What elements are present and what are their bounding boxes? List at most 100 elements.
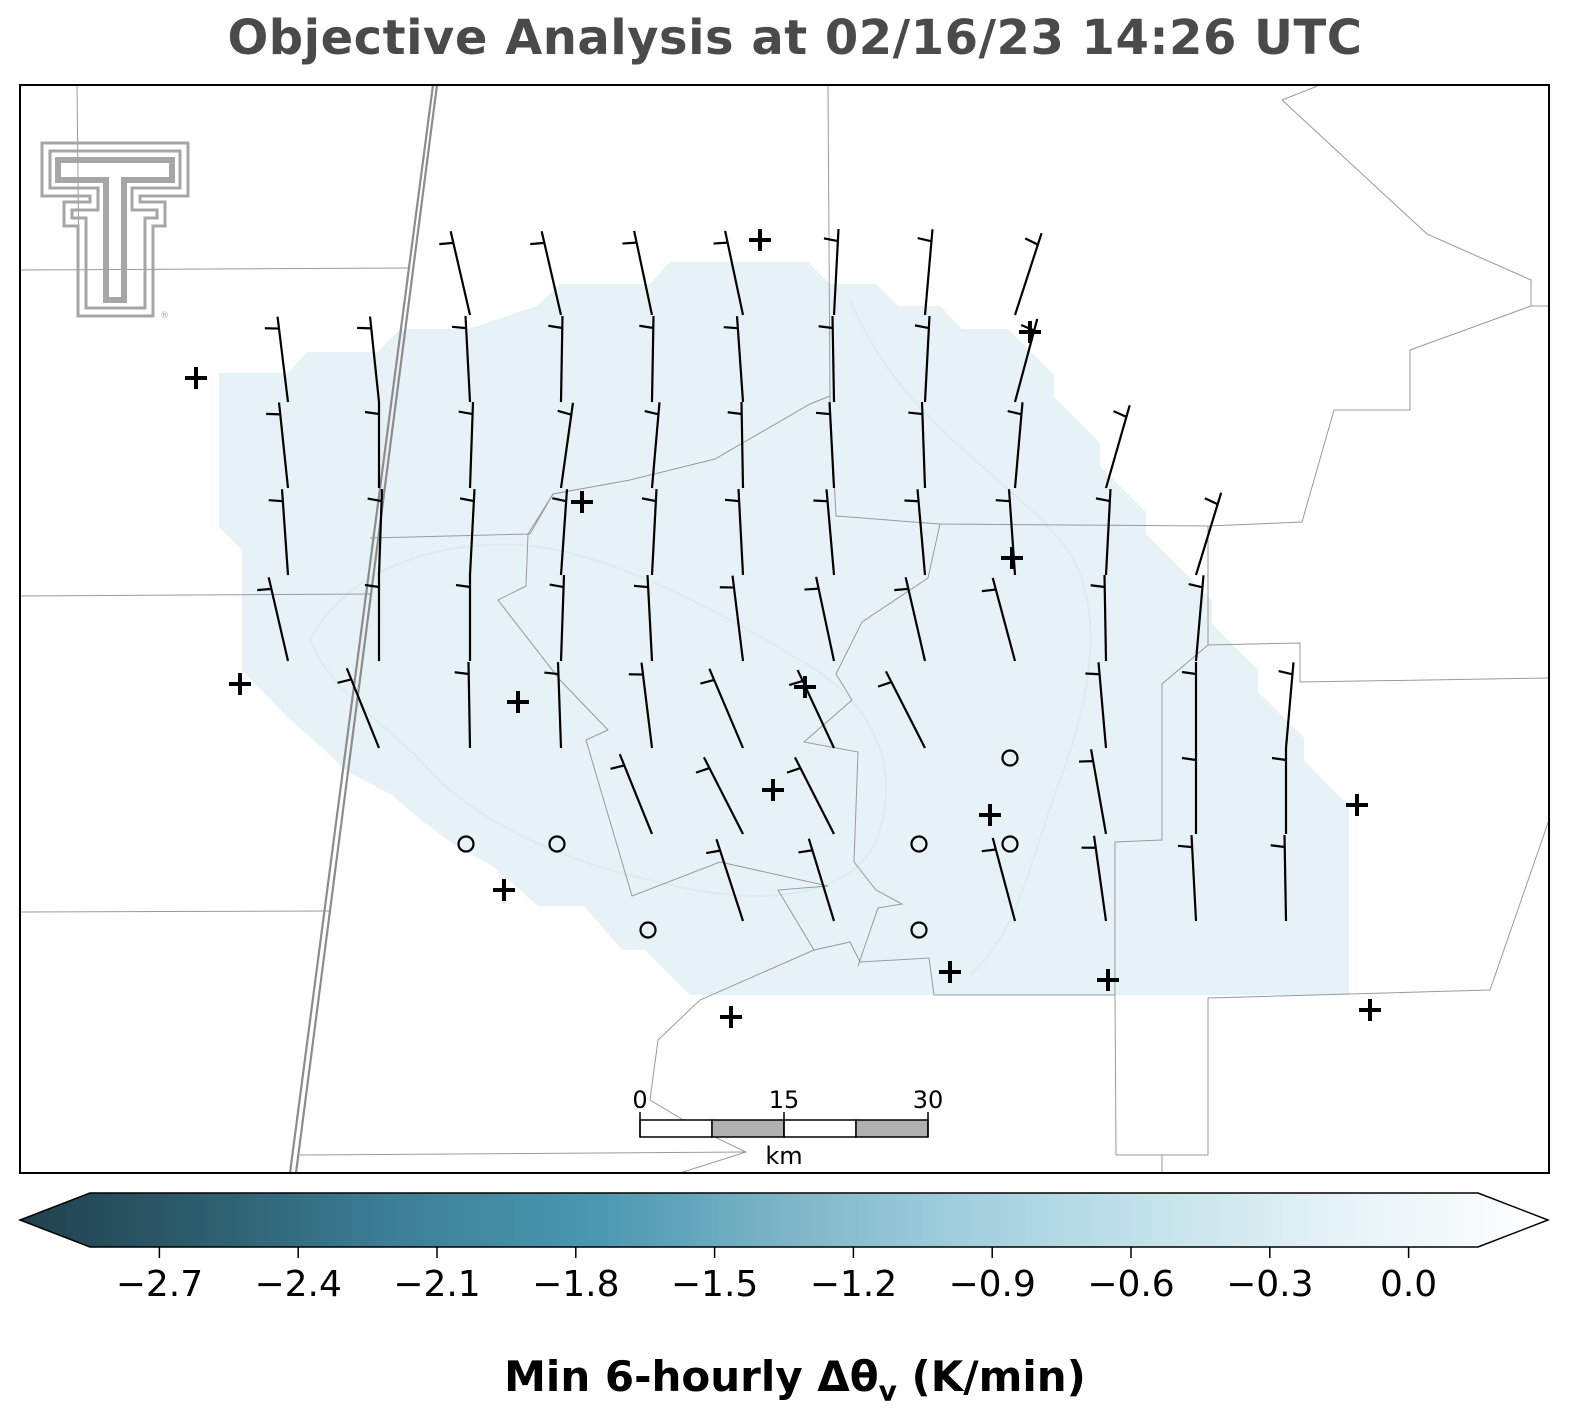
wind-barb [610, 753, 654, 835]
wind-barb [454, 661, 472, 749]
wind-barb [357, 316, 381, 403]
scale-label-30: 30 [913, 1086, 944, 1114]
wind-barb [633, 575, 654, 662]
wind-barb [1271, 748, 1288, 834]
analysis-shaded-region [219, 262, 1349, 995]
map-area: ® 0 15 30 km [20, 85, 1549, 1173]
wind-barb [1095, 489, 1112, 576]
wind-barb [644, 402, 661, 489]
colorbar-tick-label: −1.5 [671, 1264, 758, 1305]
wind-barb [1104, 405, 1131, 489]
wind-barb [786, 756, 835, 835]
wind-barb [798, 838, 836, 922]
station-plus-marker [1359, 999, 1381, 1021]
station-plus-marker [493, 879, 515, 901]
station-plus-marker [1346, 794, 1368, 816]
wind-barb [451, 316, 472, 403]
wind-barb [981, 837, 1017, 922]
station-plus-marker [1097, 969, 1119, 991]
colorbar-body [17, 1192, 1551, 1248]
station-plus-marker [229, 673, 251, 695]
wind-barb [548, 315, 564, 403]
wind-barb [1278, 662, 1295, 749]
wind-barb [458, 402, 475, 489]
wind-barb [719, 575, 745, 662]
station-plus-marker [1019, 321, 1041, 343]
wind-barb [1270, 834, 1288, 922]
colorbar-label-subscript: v [878, 1374, 897, 1408]
station-plus-marker [185, 367, 207, 389]
wind-barb [804, 576, 836, 662]
wind-barb [1181, 748, 1198, 834]
scale-bar: 0 15 30 km [632, 1086, 943, 1170]
state-boundary [288, 85, 439, 1173]
wind-barb [1007, 402, 1024, 489]
scale-unit-label: km [765, 1142, 802, 1170]
wind-barb [257, 576, 290, 662]
station-plus-marker [762, 779, 784, 801]
wind-barb [439, 230, 472, 316]
wind-barb [904, 489, 927, 576]
analysis-inner-contour [308, 543, 888, 897]
calm-wind-marker [457, 835, 475, 853]
wind-barb [823, 229, 840, 316]
colorbar-tick-label: −1.8 [532, 1264, 619, 1305]
colorbar-tick-label: −2.4 [254, 1264, 341, 1305]
wind-barb [894, 576, 927, 662]
station-plus-marker [979, 804, 1001, 826]
wind-barb [981, 577, 1017, 662]
registered-mark: ® [160, 311, 169, 321]
map-frame [19, 84, 1550, 1174]
wind-barb [364, 402, 381, 488]
wind-barb [622, 230, 654, 316]
wind-barb [1085, 662, 1108, 749]
wind-barb [724, 489, 745, 576]
wind-barb [641, 489, 658, 576]
wind-barb [1188, 575, 1205, 662]
wind-barb [264, 316, 290, 403]
calm-wind-marker [910, 921, 928, 939]
wind-barb [815, 402, 836, 489]
wind-barb [1194, 492, 1223, 576]
colorbar: −2.7 −2.4 −2.1 −1.8 −1.5 −1.2 −0.9 −0.6 −0.3 0.0 [17, 1192, 1551, 1305]
wind-barb [727, 401, 745, 489]
wind-barb [914, 316, 931, 403]
wind-barb [713, 230, 745, 316]
wind-barb [530, 230, 563, 316]
wind-barb [552, 489, 569, 576]
calm-wind-marker [910, 835, 928, 853]
station-plus-marker [749, 229, 771, 251]
wind-barb [917, 229, 934, 316]
wind-barb [268, 489, 290, 576]
colorbar-tick-label: 0.0 [1380, 1264, 1437, 1305]
colorbar-label-unit: (K/min) [896, 1352, 1086, 1401]
wind-barb [557, 402, 575, 489]
wind-barb [706, 838, 745, 922]
wind-barb [818, 315, 836, 403]
wind-barb [1181, 662, 1198, 748]
wind-barb [695, 756, 744, 835]
station-plus-marker [794, 676, 816, 698]
scale-label-0: 0 [632, 1086, 647, 1114]
wind-barb [877, 670, 926, 749]
map-title: Objective Analysis at 02/16/23 14:26 UTC [227, 10, 1363, 66]
wind-barb [1081, 835, 1108, 922]
wind-barb [455, 575, 472, 661]
station-markers [185, 229, 1381, 1028]
wind-barb [459, 489, 476, 576]
colorbar-tick-label: −2.7 [116, 1264, 203, 1305]
station-plus-marker [1001, 547, 1023, 569]
scale-label-15: 15 [769, 1086, 800, 1114]
wind-barb [544, 662, 563, 749]
wind-barb [1177, 835, 1198, 922]
wind-barb [367, 489, 384, 576]
colorbar-tick-label: −2.1 [393, 1264, 480, 1305]
wind-barb [628, 662, 654, 749]
wind-barb [1078, 749, 1108, 835]
wind-barb [813, 489, 836, 576]
calm-wind-marker [639, 921, 657, 939]
wind-barb [1013, 232, 1043, 316]
calm-wind-marker [1001, 835, 1019, 853]
station-plus-marker [571, 491, 593, 513]
